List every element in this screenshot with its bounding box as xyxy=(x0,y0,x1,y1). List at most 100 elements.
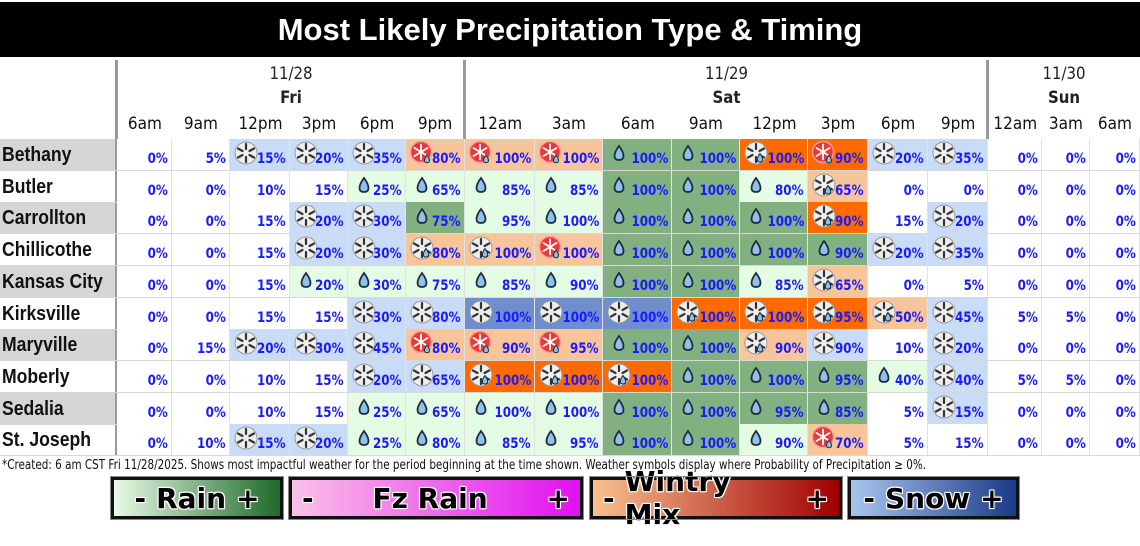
forecast-cell: 40% xyxy=(928,360,988,392)
city-label: St. Joseph xyxy=(2,429,92,452)
forecast-cell: 45% xyxy=(928,297,988,329)
forecast-cell: 90% xyxy=(808,329,868,361)
forecast-cell: 0% xyxy=(1090,392,1140,424)
snowflake-icon xyxy=(294,141,318,165)
forecast-cell: 100% xyxy=(465,360,535,392)
forecast-cell: 100% xyxy=(603,234,672,266)
table-row: Moberly 0% 0% 10% 15% 20% 65% 100% 100% 100%… xyxy=(0,360,1140,393)
snow-rain-mix-icon xyxy=(469,236,493,260)
precip-probability: 0% xyxy=(147,246,168,263)
precip-probability: 85% xyxy=(775,277,804,294)
forecast-cell: 0% xyxy=(117,139,172,170)
forecast-cell: 0% xyxy=(1042,139,1090,170)
forecast-cell: 15% xyxy=(290,392,348,424)
snowflake-icon xyxy=(607,300,631,324)
time-header: 9pm xyxy=(418,114,453,134)
forecast-cell: 0% xyxy=(172,297,230,329)
forecast-cell: 0% xyxy=(1042,329,1090,361)
forecast-cell: 100% xyxy=(465,392,535,424)
raindrop-icon xyxy=(410,173,434,197)
precip-probability: 0% xyxy=(1017,277,1038,294)
raindrop-icon xyxy=(676,204,700,228)
time-header: 6am xyxy=(1097,114,1133,134)
forecast-cell: 20% xyxy=(868,234,928,266)
city-label: Maryville xyxy=(0,329,115,361)
forecast-cell: 90% xyxy=(535,265,603,297)
forecast-cell: 0% xyxy=(117,202,172,234)
precip-probability: 15% xyxy=(257,246,286,263)
snow-rain-mix-icon xyxy=(744,300,768,324)
legend-label: Fz Rain xyxy=(372,481,488,515)
forecast-cell: 95% xyxy=(808,297,868,329)
raindrop-icon xyxy=(539,426,563,450)
snow-rain-mix-icon xyxy=(744,331,768,355)
forecast-cell: 100% xyxy=(535,234,603,266)
snowflake-icon xyxy=(932,141,956,165)
forecast-cell: 20% xyxy=(348,360,406,392)
precip-probability: 100% xyxy=(494,372,531,389)
forecast-cell: 80% xyxy=(406,234,465,266)
forecast-cell: 20% xyxy=(868,139,928,170)
legend-wintry-mix: - Wintry Mix + xyxy=(589,465,843,531)
forecast-cell: 0% xyxy=(172,265,230,297)
raindrop-icon xyxy=(410,426,434,450)
forecast-cell: 40% xyxy=(868,360,928,392)
forecast-cell: 75% xyxy=(406,202,465,234)
raindrop-icon xyxy=(352,268,376,292)
forecast-cell: 100% xyxy=(465,234,535,266)
precip-probability: 0% xyxy=(1065,151,1086,167)
forecast-cell: 5% xyxy=(1042,297,1090,329)
raindrop-icon xyxy=(607,395,631,419)
precip-probability: 20% xyxy=(955,341,984,358)
forecast-cell: 0% xyxy=(1090,360,1140,392)
precip-probability: 0% xyxy=(147,341,168,358)
forecast-cell: 65% xyxy=(406,170,465,202)
forecast-cell: 0% xyxy=(117,170,172,202)
table-row: Butler 0% 0% 10% 15% 25% 65% 85% 85% 100% 100% 80% … xyxy=(0,170,1140,203)
forecast-cell: 45% xyxy=(348,329,406,361)
city-label: Sedalia xyxy=(0,392,115,424)
snowflake-icon xyxy=(294,426,318,450)
snowflake-icon xyxy=(352,363,376,387)
raindrop-icon xyxy=(352,173,376,197)
precip-probability: 100% xyxy=(631,404,668,421)
raindrop-icon xyxy=(676,363,700,387)
precip-probability: 0% xyxy=(1017,182,1038,199)
legend-minus: - xyxy=(603,481,615,515)
legend-fz-rain: - Fz Rain + xyxy=(288,476,584,520)
precip-probability: 0% xyxy=(1017,151,1038,167)
forecast-cell: 100% xyxy=(740,360,808,392)
precip-probability: 15% xyxy=(955,404,984,421)
forecast-cell: 0% xyxy=(988,265,1042,297)
legend-label: Wintry Mix xyxy=(624,465,731,531)
precip-probability: 80% xyxy=(432,246,461,263)
raindrop-icon xyxy=(469,395,493,419)
forecast-cell: 65% xyxy=(406,360,465,392)
precip-probability: 20% xyxy=(955,214,984,231)
forecast-cell: 10% xyxy=(868,329,928,361)
precip-probability: 0% xyxy=(1065,246,1086,263)
forecast-cell: 0% xyxy=(1090,329,1140,361)
legend-minus: - xyxy=(134,481,147,515)
forecast-cell: 100% xyxy=(672,234,740,266)
raindrop-icon xyxy=(676,395,700,419)
table-row: Kirksville 0% 0% 15% 15% 30% 80% 100% 100% 1… xyxy=(0,297,1140,330)
raindrop-icon xyxy=(539,395,563,419)
forecast-cell: 10% xyxy=(230,170,290,202)
forecast-cell: 20% xyxy=(290,265,348,297)
forecast-cell: 80% xyxy=(406,329,465,361)
forecast-cell: 0% xyxy=(172,234,230,266)
freezing-rain-icon xyxy=(811,140,836,165)
forecast-cell: 30% xyxy=(348,297,406,329)
raindrop-icon xyxy=(744,395,768,419)
forecast-cell: 15% xyxy=(928,424,988,456)
precip-probability: 45% xyxy=(373,341,402,358)
precip-probability: 15% xyxy=(955,436,984,453)
precip-probability: 15% xyxy=(257,277,286,294)
precip-probability: 85% xyxy=(570,182,599,199)
precip-probability: 0% xyxy=(1017,404,1038,421)
snowflake-icon xyxy=(234,141,258,165)
forecast-cell: 15% xyxy=(868,202,928,234)
forecast-cell: 100% xyxy=(672,360,740,392)
precip-probability: 50% xyxy=(895,309,924,326)
